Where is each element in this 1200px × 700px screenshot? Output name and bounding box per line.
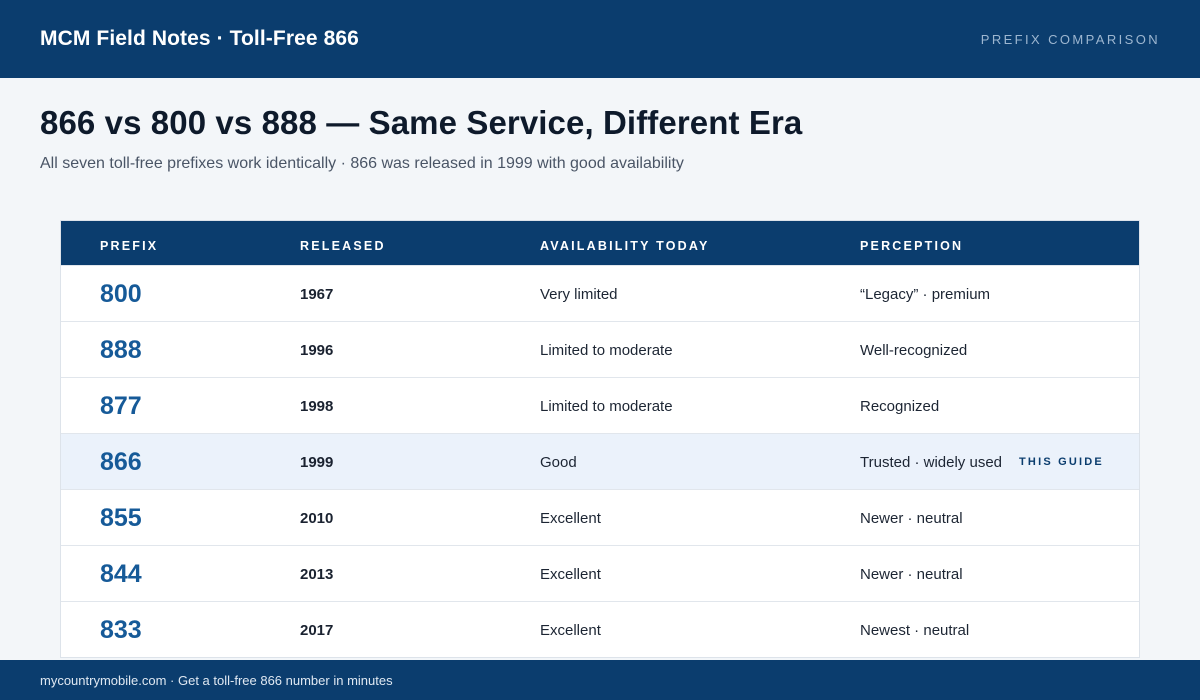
perception-cell: Recognized bbox=[860, 397, 940, 415]
table-row: 888 1996 Limited to moderate Well-recogn… bbox=[61, 321, 1139, 377]
section-tag: PREFIX COMPARISON bbox=[980, 31, 1160, 47]
column-header-prefix: PREFIX bbox=[100, 239, 159, 253]
released-cell: 2010 bbox=[300, 509, 334, 527]
table-row: 877 1998 Limited to moderate Recognized bbox=[61, 377, 1139, 433]
top-bar: MCM Field Notes · Toll-Free 866 PREFIX C… bbox=[0, 0, 1200, 78]
perception-cell: Well-recognized bbox=[860, 341, 968, 359]
table-row: 844 2013 Excellent Newer · neutral bbox=[61, 545, 1139, 601]
availability-cell: Excellent bbox=[540, 565, 601, 583]
footer-text: mycountrymobile.com · Get a toll-free 86… bbox=[40, 672, 393, 688]
availability-cell: Excellent bbox=[540, 509, 601, 527]
released-cell: 1967 bbox=[300, 285, 334, 303]
perception-cell: Newer · neutral bbox=[860, 509, 963, 527]
table-row-highlighted: 866 1999 Good Trusted · widely used THIS… bbox=[61, 433, 1139, 489]
prefix-cell: 855 bbox=[100, 503, 142, 532]
availability-cell: Very limited bbox=[540, 285, 618, 303]
released-cell: 1998 bbox=[300, 397, 334, 415]
column-header-released: RELEASED bbox=[300, 239, 386, 253]
table-header: PREFIX RELEASED AVAILABILITY TODAY PERCE… bbox=[61, 221, 1139, 265]
perception-cell: Newer · neutral bbox=[860, 565, 963, 583]
availability-cell: Limited to moderate bbox=[540, 397, 673, 415]
availability-cell: Excellent bbox=[540, 621, 601, 639]
perception-cell: Newest · neutral bbox=[860, 621, 970, 639]
column-header-availability: AVAILABILITY TODAY bbox=[540, 239, 710, 253]
prefix-cell: 833 bbox=[100, 615, 142, 644]
perception-text: Trusted · widely used bbox=[860, 453, 1003, 471]
perception-cell: “Legacy” · premium bbox=[860, 285, 991, 303]
availability-cell: Good bbox=[540, 453, 577, 471]
table-row: 855 2010 Excellent Newer · neutral bbox=[61, 489, 1139, 545]
page-subtitle: All seven toll-free prefixes work identi… bbox=[40, 155, 684, 172]
released-cell: 2013 bbox=[300, 565, 334, 583]
column-header-perception: PERCEPTION bbox=[860, 239, 964, 253]
page-title: 866 vs 800 vs 888 — Same Service, Differ… bbox=[40, 104, 803, 141]
footer-bar: mycountrymobile.com · Get a toll-free 86… bbox=[0, 660, 1200, 700]
prefix-cell: 888 bbox=[100, 335, 142, 364]
prefix-cell: 877 bbox=[100, 391, 142, 420]
prefix-cell: 844 bbox=[100, 559, 142, 588]
availability-cell: Limited to moderate bbox=[540, 341, 673, 359]
brand-title: MCM Field Notes · Toll-Free 866 bbox=[40, 27, 359, 50]
table-row: 833 2017 Excellent Newest · neutral bbox=[61, 601, 1139, 657]
this-guide-badge: THIS GUIDE bbox=[1019, 456, 1104, 468]
table-row: 800 1967 Very limited “Legacy” · premium bbox=[61, 265, 1139, 321]
released-cell: 1999 bbox=[300, 453, 334, 471]
prefix-cell: 800 bbox=[100, 279, 142, 308]
prefix-table: PREFIX RELEASED AVAILABILITY TODAY PERCE… bbox=[60, 220, 1140, 658]
perception-cell: Trusted · widely used THIS GUIDE bbox=[860, 434, 1104, 490]
prefix-cell: 866 bbox=[100, 447, 142, 476]
released-cell: 1996 bbox=[300, 341, 334, 359]
released-cell: 2017 bbox=[300, 621, 334, 639]
